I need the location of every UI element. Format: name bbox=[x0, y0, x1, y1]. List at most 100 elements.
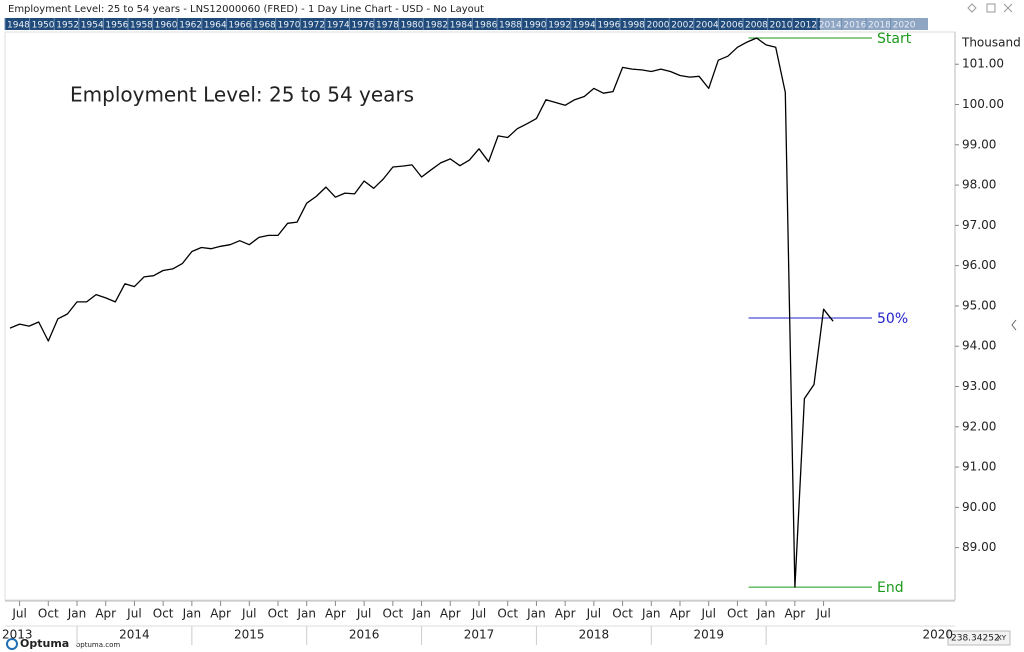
y-tick-label: 90.00 bbox=[962, 500, 996, 514]
year-label: 2013 bbox=[2, 628, 33, 642]
level-label: End bbox=[877, 580, 904, 596]
x-tick-label: Jul bbox=[241, 607, 256, 621]
navigator-year: 1996 bbox=[597, 21, 620, 31]
navigator-year: 1994 bbox=[573, 21, 596, 31]
x-tick-label: Oct bbox=[153, 607, 174, 621]
navigator-year: 1962 bbox=[179, 21, 202, 31]
navigator-year: 2014 bbox=[819, 21, 842, 31]
x-tick-label: Jul bbox=[356, 607, 371, 621]
x-tick-label: Apr bbox=[784, 607, 805, 621]
x-tick-label: Jul bbox=[700, 607, 715, 621]
navigator-year: 1974 bbox=[327, 21, 350, 31]
x-tick-label: Oct bbox=[38, 607, 59, 621]
x-tick-label: Jan bbox=[296, 607, 316, 621]
y-tick-label: 93.00 bbox=[962, 379, 996, 393]
navigator-year: 2008 bbox=[745, 21, 768, 31]
navigator-year: 2010 bbox=[770, 21, 793, 31]
brand-logo bbox=[6, 638, 18, 650]
x-tick-label: Apr bbox=[555, 607, 576, 621]
navigator-year: 1968 bbox=[253, 21, 276, 31]
navigator-year: 1956 bbox=[105, 21, 128, 31]
x-tick-label: Jan bbox=[182, 607, 202, 621]
brand: Optuma bbox=[20, 637, 69, 650]
navigator-year: 1952 bbox=[56, 21, 79, 31]
x-tick-label: Jul bbox=[815, 607, 830, 621]
x-tick-label: Jan bbox=[641, 607, 661, 621]
x-tick-label: Apr bbox=[440, 607, 461, 621]
navigator-year: 1954 bbox=[81, 21, 104, 31]
navigator-year: 2006 bbox=[720, 21, 743, 31]
x-tick-label: Jan bbox=[756, 607, 776, 621]
y-tick-label: 91.00 bbox=[962, 460, 996, 474]
navigator-year: 1960 bbox=[155, 21, 178, 31]
y-unit: Thousand bbox=[961, 36, 1021, 50]
navigator-year: 1990 bbox=[524, 21, 547, 31]
brand-url: optuma.com bbox=[76, 641, 120, 649]
navigator-year: 2020 bbox=[893, 21, 916, 31]
y-tick-label: 97.00 bbox=[962, 218, 996, 232]
navigator-window[interactable] bbox=[820, 18, 928, 30]
x-tick-label: Jul bbox=[586, 607, 601, 621]
chart-title: Employment Level: 25 to 54 years - LNS12… bbox=[8, 4, 484, 15]
navigator-year: 1988 bbox=[499, 21, 522, 31]
year-label: 2017 bbox=[464, 628, 495, 642]
y-tick-label: 101.00 bbox=[962, 57, 1004, 71]
level-label: Start bbox=[877, 31, 912, 47]
y-tick-label: 98.00 bbox=[962, 178, 996, 192]
navigator-year: 2016 bbox=[843, 21, 866, 31]
annotation: Employment Level: 25 to 54 years bbox=[70, 83, 414, 107]
window-icons bbox=[967, 3, 1013, 13]
x-tick-label: Jul bbox=[11, 607, 26, 621]
navigator-year: 1992 bbox=[548, 21, 571, 31]
year-label: 2018 bbox=[579, 628, 610, 642]
x-tick-label: Jan bbox=[526, 607, 546, 621]
y-tick-label: 96.00 bbox=[962, 258, 996, 272]
navigator-year: 1958 bbox=[130, 21, 153, 31]
navigator-year: 2018 bbox=[868, 21, 891, 31]
navigator-year: 1950 bbox=[32, 21, 55, 31]
y-tick-label: 95.00 bbox=[962, 298, 996, 312]
x-tick-label: Oct bbox=[727, 607, 748, 621]
plot bbox=[9, 37, 872, 588]
year-label: 2016 bbox=[349, 628, 380, 642]
navigator-year: 1964 bbox=[204, 21, 227, 31]
x-tick-label: Jul bbox=[126, 607, 141, 621]
year-label: 2015 bbox=[234, 628, 265, 642]
navigator-year: 1984 bbox=[450, 21, 473, 31]
x-tick-label: Apr bbox=[95, 607, 116, 621]
y-tick-label: 94.00 bbox=[962, 339, 996, 353]
year-label: 2014 bbox=[119, 628, 150, 642]
navigator-year: 1972 bbox=[302, 21, 325, 31]
y-tick-label: 92.00 bbox=[962, 419, 996, 433]
navigator-year: 1970 bbox=[278, 21, 301, 31]
year-label: 2019 bbox=[693, 628, 724, 642]
navigator-year: 1998 bbox=[622, 21, 645, 31]
navigator-year: 1976 bbox=[351, 21, 374, 31]
y-tick-label: 89.00 bbox=[962, 540, 996, 554]
cursor-mode: XY bbox=[997, 634, 1007, 642]
series-line bbox=[9, 37, 834, 588]
navigator-year: 1966 bbox=[228, 21, 251, 31]
navigator-year: 2004 bbox=[696, 21, 719, 31]
collapse-arrow[interactable] bbox=[1011, 319, 1017, 331]
cursor-value: 238.34252 bbox=[951, 634, 1000, 644]
cursor-box bbox=[947, 630, 1011, 646]
navigator-strip bbox=[5, 18, 928, 30]
y-tick-label: 100.00 bbox=[962, 97, 1004, 111]
level-label: 50% bbox=[877, 311, 908, 327]
navigator-year: 2000 bbox=[647, 21, 670, 31]
x-tick-label: Jan bbox=[411, 607, 431, 621]
x-tick-label: Oct bbox=[497, 607, 518, 621]
navigator-year: 1948 bbox=[7, 21, 30, 31]
x-tick-label: Apr bbox=[670, 607, 691, 621]
navigator-year: 2012 bbox=[794, 21, 817, 31]
navigator-year: 2002 bbox=[671, 21, 694, 31]
x-tick-label: Oct bbox=[612, 607, 633, 621]
x-tick-label: Jan bbox=[67, 607, 87, 621]
navigator-year: 1978 bbox=[376, 21, 399, 31]
y-tick-label: 99.00 bbox=[962, 137, 996, 151]
x-tick-label: Oct bbox=[268, 607, 289, 621]
x-tick-label: Apr bbox=[210, 607, 231, 621]
